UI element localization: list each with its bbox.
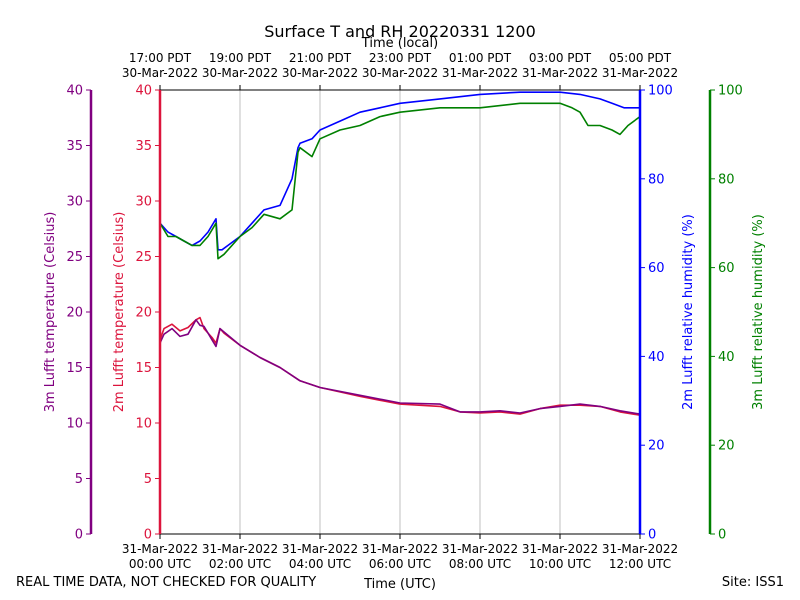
series-layer — [159, 91, 641, 416]
x-tick-label-top-date: 31-Mar-2022 — [522, 66, 598, 80]
y-tick-label-t3: 40 — [66, 84, 83, 99]
y-tick-label-t2: 35 — [135, 139, 152, 154]
y-tick-label-rh2: 60 — [648, 261, 665, 276]
y-tick-label-t2: 15 — [135, 361, 152, 376]
y-tick-label-t3: 0 — [75, 528, 83, 543]
y-tick-label-t3: 15 — [66, 361, 83, 376]
y-tick-label-t2: 10 — [135, 417, 152, 432]
x-tick-label-top-date: 31-Mar-2022 — [602, 66, 678, 80]
x-tick-label-top-date: 30-Mar-2022 — [122, 66, 198, 80]
y-tick-label-rh3: 80 — [718, 172, 735, 187]
y-tick-label-rh3: 40 — [718, 350, 735, 365]
series-line-rh3 — [159, 102, 641, 260]
y-tick-label-t3: 25 — [66, 250, 83, 265]
x-tick-label-bottom-date: 31-Mar-2022 — [602, 542, 678, 556]
site-label: Site: ISS1 — [721, 575, 784, 590]
y-tick-label-rh2: 100 — [648, 84, 673, 99]
y-tick-label-rh2: 80 — [648, 172, 665, 187]
x-tick-label-bottom-date: 31-Mar-2022 — [202, 542, 278, 556]
x-tick-label-top-time: 21:00 PDT — [289, 51, 352, 65]
x-tick-label-bottom-time: 12:00 UTC — [609, 557, 671, 571]
y-tick-label-t2: 20 — [135, 306, 152, 321]
y-tick-label-rh2: 20 — [648, 439, 665, 454]
y-tick-label-t3: 20 — [66, 306, 83, 321]
x-tick-label-top-date: 30-Mar-2022 — [362, 66, 438, 80]
y-tick-label-t3: 35 — [66, 139, 83, 154]
x-tick-label-bottom-time: 06:00 UTC — [369, 557, 431, 571]
y-tick-label-t3: 30 — [66, 195, 83, 210]
bottom-axis-label: Time (UTC) — [363, 577, 436, 592]
x-tick-label-top-time: 01:00 PDT — [449, 51, 512, 65]
x-tick-label-top-date: 30-Mar-2022 — [202, 66, 278, 80]
y-tick-label-t2: 0 — [144, 528, 152, 543]
top-axis-label: Time (local) — [361, 36, 438, 51]
grid — [239, 90, 561, 534]
y-tick-label-rh2: 40 — [648, 350, 665, 365]
x-tick-label-bottom-date: 31-Mar-2022 — [442, 542, 518, 556]
y-tick-label-t3: 5 — [75, 472, 83, 487]
y-tick-label-rh3: 100 — [718, 84, 743, 99]
x-tick-label-bottom-date: 31-Mar-2022 — [122, 542, 198, 556]
x-tick-label-top-time: 17:00 PDT — [129, 51, 192, 65]
quality-disclaimer: REAL TIME DATA, NOT CHECKED FOR QUALITY — [16, 575, 317, 590]
axes-layer: 0 5 10 15 20 25 30 35 40 3m Lufft temperature (Ce… — [43, 84, 766, 543]
y-tick-label-rh3: 60 — [718, 261, 735, 276]
y-tick-label-t2: 40 — [135, 84, 152, 99]
x-tick-label-top-date: 31-Mar-2022 — [442, 66, 518, 80]
chart-title: Surface T and RH 20220331 1200 — [264, 22, 536, 41]
y-tick-label-t2: 25 — [135, 250, 152, 265]
x-tick-label-top-time: 05:00 PDT — [609, 51, 672, 65]
y-tick-label-rh3: 20 — [718, 439, 735, 454]
x-tick-label-bottom-date: 31-Mar-2022 — [522, 542, 598, 556]
x-tick-label-bottom-date: 31-Mar-2022 — [362, 542, 438, 556]
series-line-t3 — [159, 318, 641, 415]
y-axis-label-rh2: 2m Lufft relative humidity (%) — [681, 214, 696, 410]
y-axis-label-t3: 3m Lufft temperature (Celsius) — [43, 212, 58, 413]
x-tick-label-bottom-time: 08:00 UTC — [449, 557, 511, 571]
x-tick-label-top-date: 30-Mar-2022 — [282, 66, 358, 80]
x-tick-label-top-time: 19:00 PDT — [209, 51, 272, 65]
y-axis-label-t2: 2m Lufft temperature (Celsius) — [112, 212, 127, 413]
y-tick-label-t3: 10 — [66, 417, 83, 432]
x-tick-label-bottom-time: 02:00 UTC — [209, 557, 271, 571]
x-tick-label-bottom-time: 00:00 UTC — [129, 557, 191, 571]
x-tick-label-top-time: 23:00 PDT — [369, 51, 432, 65]
y-tick-label-t2: 5 — [144, 472, 152, 487]
y-tick-label-rh3: 0 — [718, 528, 726, 543]
y-tick-label-rh2: 0 — [648, 528, 656, 543]
series-line-rh2 — [159, 91, 640, 251]
x-tick-label-bottom-date: 31-Mar-2022 — [282, 542, 358, 556]
x-tick-label-bottom-time: 04:00 UTC — [289, 557, 351, 571]
y-axis-label-rh3: 3m Lufft relative humidity (%) — [751, 214, 766, 410]
y-tick-label-t2: 30 — [135, 195, 152, 210]
x-tick-label-top-time: 03:00 PDT — [529, 51, 592, 65]
x-tick-label-bottom-time: 10:00 UTC — [529, 557, 591, 571]
